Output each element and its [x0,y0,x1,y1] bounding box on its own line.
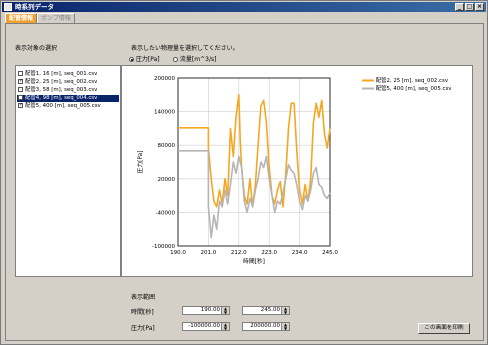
checkbox[interactable] [18,95,23,100]
checkbox[interactable]: ✓ [18,78,24,84]
y-tick-label: 200000 [154,76,175,82]
print-button[interactable]: この画面を印刷 [418,323,470,334]
x-tick-label: 245.0 [322,250,338,256]
radio-flow[interactable]: 流量[m^3/s] [173,54,216,63]
legend-swatch [362,87,374,90]
app-icon [4,3,12,11]
x-tick-label: 190.0 [170,250,186,256]
plot-frame [177,77,331,247]
list-item-label: 配管2, 25 [m], seq_002.csv [25,79,98,85]
x-axis-label: 時間[秒] [243,257,265,265]
tab-pipe-info[interactable]: 配管情報 [5,13,38,23]
y-tick-label: 80000 [158,143,176,149]
time-min-stepper[interactable]: 190.00 ▲ ▼ [182,306,230,315]
y-tick-label: -100000 [152,244,175,250]
time-max-stepper[interactable]: 245.00 ▲ ▼ [242,306,290,315]
list-item-label: 配管3, 58 [m], seq_003.csv [25,87,98,93]
chart-area: 200000 140000 80000 20000 -40000 -100000 190.0… [121,65,473,277]
pressure-chart: 200000 140000 80000 20000 -40000 -100000190.0… [136,76,338,265]
pressure-max-stepper[interactable]: 200000.00 ▲ ▼ [242,322,290,331]
series-line-2 [178,150,331,239]
legend-label: 配管2, 25 [m], seq_002.csv [375,78,449,84]
list-item[interactable]: 配管1, 16 [m], seq_001.csv [17,71,119,78]
pressure-min-value: -100000.00 [188,323,220,329]
list-item-label: 配管4, 98 [m], seq_004.csv [25,95,98,101]
pressure-range-label: 圧力[Pa] [131,325,155,332]
time-range-label: 時間[秒] [131,309,154,316]
time-max-value: 245.00 [260,307,280,313]
checkbox[interactable] [18,71,23,76]
range-label: 表示範囲 [131,294,156,301]
time-min-value: 190.00 [200,307,220,313]
quantity-label: 表示したい物理量を選択してください。 [131,45,239,52]
x-tick-label: 212.0 [231,250,247,256]
radio-label: 圧力[Pa] [135,56,160,63]
list-item[interactable]: 配管3, 58 [m], seq_003.csv [17,87,119,94]
list-item[interactable]: 配管4, 98 [m], seq_004.csv [17,95,119,102]
list-item[interactable]: ✓ 配管5, 400 [m], seq_005.csv [17,103,119,110]
tab-bar: 配管情報 ポンプ情報 [5,13,75,23]
checkbox[interactable]: ✓ [18,102,24,108]
y-tick-label: 20000 [158,177,176,183]
maximize-icon[interactable]: □ [465,3,474,11]
window-title: 時系列データ [15,3,54,11]
pressure-max-value: 200000.00 [250,323,280,329]
spin-arrows-icon[interactable]: ▲ ▼ [221,307,229,314]
list-item[interactable]: ✓ 配管2, 25 [m], seq_002.csv [17,79,119,86]
y-tick-label: 140000 [154,110,175,116]
tab-pump-info[interactable]: ポンプ情報 [37,13,75,23]
legend-item: 配管2, 25 [m], seq_002.csv [362,76,448,84]
radio-button[interactable] [129,57,134,62]
list-item-label: 配管5, 400 [m], seq_005.csv [25,103,101,109]
y-axis-label: 圧力[Pa] [136,151,144,174]
title-bar: 時系列データ _ □ × [2,2,486,12]
legend-item: 配管5, 400 [m], seq_005.csv [362,84,451,92]
spin-arrows-icon[interactable]: ▲ ▼ [221,323,229,330]
checkbox[interactable] [18,87,23,92]
y-tick-label: -40000 [156,210,176,216]
target-listbox[interactable]: 配管1, 16 [m], seq_001.csv ✓ 配管2, 25 [m], s… [15,65,121,277]
radio-pressure[interactable]: 圧力[Pa] [129,54,160,63]
spin-arrows-icon[interactable]: ▲ ▼ [281,323,289,330]
minimize-icon[interactable]: _ [455,3,464,11]
x-tick-label: 223.0 [261,250,277,256]
radio-button[interactable] [173,57,178,62]
radio-label: 流量[m^3/s] [179,56,217,63]
pressure-min-stepper[interactable]: -100000.00 ▲ ▼ [182,322,230,331]
close-icon[interactable]: × [475,3,484,11]
list-label: 表示対象の選択 [15,45,58,52]
spin-arrows-icon[interactable]: ▲ ▼ [281,307,289,314]
legend-swatch [362,79,374,82]
x-tick-label: 234.0 [292,250,308,256]
legend-label: 配管5, 400 [m], seq_005.csv [375,86,452,92]
x-tick-label: 201.0 [201,250,217,256]
list-item-label: 配管1, 16 [m], seq_001.csv [25,71,98,77]
